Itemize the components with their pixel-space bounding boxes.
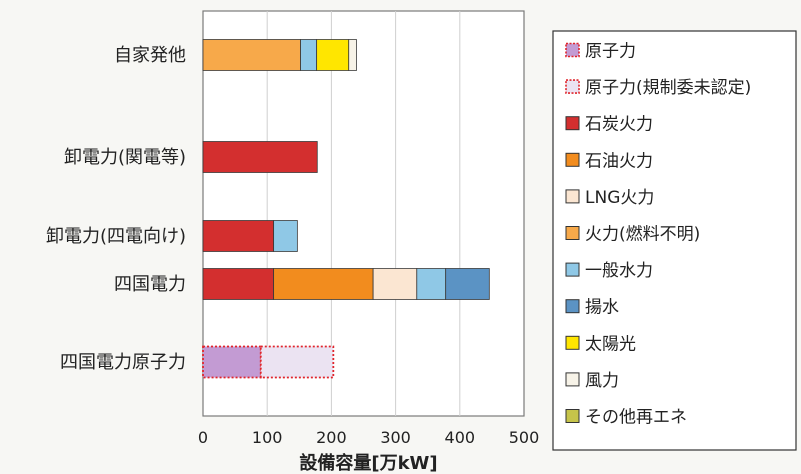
legend-label: 石油火力 [585, 151, 653, 171]
legend-label: LNG火力 [585, 188, 654, 208]
bar-segment [300, 39, 318, 71]
x-axis-title: 設備容量[万kW] [299, 452, 437, 474]
legend-swatch [565, 409, 580, 423]
x-tick-label: 300 [380, 428, 411, 447]
bar-segment [273, 268, 374, 300]
category-label: 四国電力 [114, 274, 186, 295]
category-label: 自家発他 [114, 45, 186, 66]
bar-segment [348, 39, 357, 71]
legend-swatch [565, 262, 580, 277]
category-label: 四国電力原子力 [60, 352, 186, 373]
x-tick-label: 500 [509, 428, 540, 447]
bar-segment [202, 220, 275, 252]
bar-segment [372, 268, 418, 300]
legend-swatch [565, 372, 580, 387]
legend-swatch [565, 299, 580, 314]
x-tick-label: 0 [198, 428, 208, 447]
legend-swatch [565, 152, 580, 167]
legend-label: 原子力(規制委未認定) [585, 78, 751, 98]
legend-box [552, 30, 797, 451]
bar-segment [202, 39, 301, 71]
bar-segment [202, 268, 275, 300]
bar-segment [445, 268, 490, 300]
bar-segment [273, 220, 298, 252]
x-tick-label: 100 [252, 428, 283, 447]
bar-segment [202, 345, 262, 379]
legend-label: 太陽光 [585, 334, 636, 354]
bar-segment [316, 39, 350, 71]
bar-segment [259, 345, 335, 379]
legend-swatch [565, 226, 580, 240]
legend-swatch [565, 79, 580, 94]
legend-label: 一般水力 [585, 261, 653, 281]
legend-label: 揚水 [585, 298, 619, 318]
legend-label: 原子力 [585, 42, 636, 62]
category-label: 卸電力(関電等) [64, 147, 186, 168]
legend-label: 石炭火力 [585, 115, 653, 135]
legend-swatch [565, 189, 580, 204]
category-label: 卸電力(四電向け) [46, 226, 186, 247]
legend-swatch [565, 116, 580, 131]
legend-swatch [565, 335, 580, 350]
bar-segment [416, 268, 447, 300]
legend-label: 風力 [585, 371, 619, 391]
x-tick-label: 200 [316, 428, 347, 447]
x-tick-label: 400 [445, 428, 476, 447]
legend-swatch [565, 42, 580, 58]
legend-label: その他再エネ [585, 408, 687, 428]
bar-segment [202, 141, 318, 173]
legend-label: 火力(燃料不明) [585, 225, 700, 245]
